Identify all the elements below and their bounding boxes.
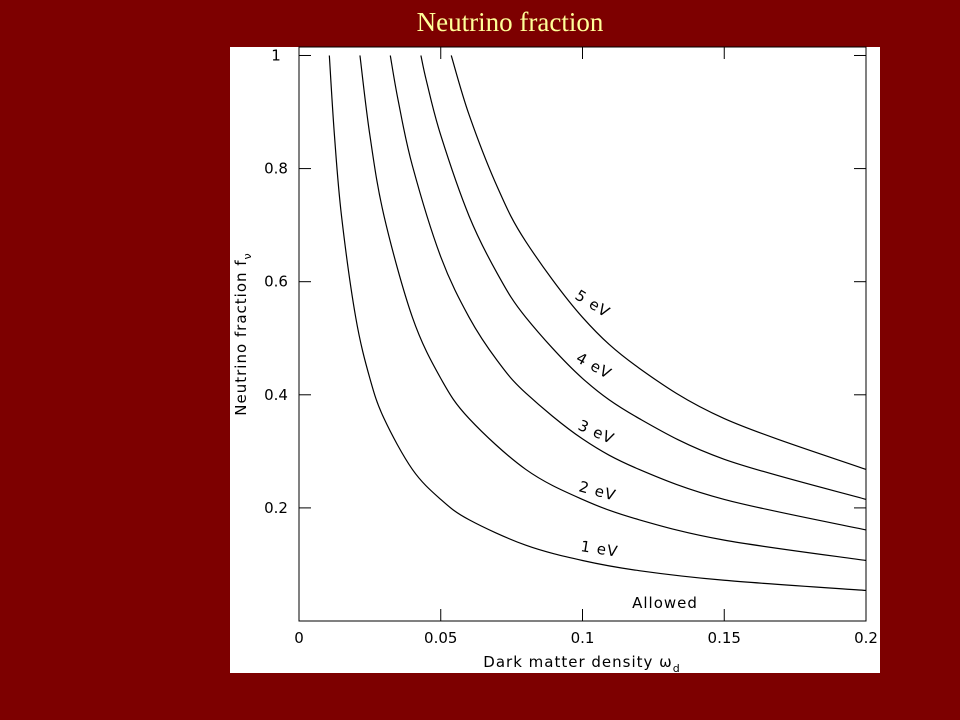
x-axis-label: Dark matter density ωd bbox=[483, 653, 680, 675]
x-axis-label-sub: d bbox=[673, 662, 681, 675]
x-tick-label: 0.2 bbox=[854, 629, 878, 647]
y-axis-label-text: Neutrino fraction f bbox=[232, 259, 250, 415]
y-axis-label: Neutrino fraction fν bbox=[232, 252, 254, 415]
x-tick-label: 0.15 bbox=[708, 629, 741, 647]
x-tick-label: 0 bbox=[294, 629, 304, 647]
annotation: Allowed bbox=[632, 594, 698, 612]
y-axis-label-sub: ν bbox=[241, 252, 254, 259]
curve bbox=[359, 55, 867, 562]
curve-label: 1 eV bbox=[579, 537, 619, 561]
x-tick-label: 0.05 bbox=[424, 629, 457, 647]
curve bbox=[420, 55, 867, 500]
y-tick-label: 0.4 bbox=[264, 386, 288, 404]
slide-title: Neutrino fraction bbox=[417, 7, 604, 37]
y-tick-label: 1 bbox=[271, 46, 281, 64]
curve bbox=[450, 55, 867, 471]
curve bbox=[389, 55, 867, 531]
x-tick-label: 0.1 bbox=[571, 629, 595, 647]
x-axis-label-text: Dark matter density ω bbox=[483, 653, 672, 671]
plot-panel bbox=[230, 47, 880, 673]
curve bbox=[328, 55, 867, 592]
y-tick-label: 0.2 bbox=[264, 499, 288, 517]
y-tick-label: 0.8 bbox=[264, 160, 288, 178]
y-tick-label: 0.6 bbox=[264, 273, 288, 291]
